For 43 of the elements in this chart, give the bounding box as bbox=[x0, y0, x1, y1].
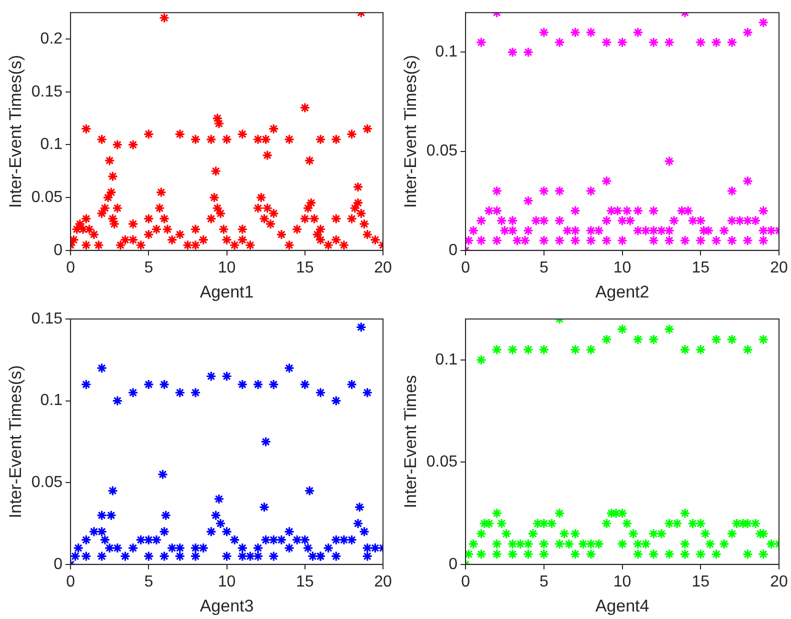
y-tick-label: 0 bbox=[448, 242, 458, 259]
y-tick-label: 0.1 bbox=[435, 44, 458, 61]
y-axis-title: Inter-Event Times(s) bbox=[6, 365, 25, 518]
x-tick-label: 10 bbox=[613, 573, 632, 590]
y-tick-label: 0.15 bbox=[31, 310, 63, 328]
y-axis-title: Inter-Event Times(s) bbox=[400, 54, 420, 208]
y-tick-label: 0 bbox=[448, 556, 458, 573]
x-tick-label: 15 bbox=[296, 259, 314, 276]
y-tick-label: 0.05 bbox=[426, 142, 458, 160]
x-tick-label: 5 bbox=[539, 573, 548, 590]
x-tick-label: 0 bbox=[461, 259, 470, 276]
x-tick-label: 0 bbox=[66, 573, 76, 590]
x-tick-label: 15 bbox=[296, 573, 314, 590]
y-tick-label: 0.1 bbox=[40, 136, 63, 154]
y-tick-label: 0.05 bbox=[31, 474, 63, 492]
x-tick-label: 10 bbox=[613, 259, 632, 276]
y-tick-label: 0 bbox=[54, 242, 63, 259]
x-tick-label: 10 bbox=[218, 573, 236, 590]
x-tick-label: 20 bbox=[374, 259, 392, 276]
x-tick-label: 20 bbox=[770, 259, 788, 276]
y-tick-label: 0.2 bbox=[40, 30, 63, 48]
x-tick-label: 0 bbox=[461, 573, 470, 590]
x-tick-label: 5 bbox=[539, 259, 548, 276]
y-tick-label: 0.05 bbox=[426, 454, 458, 471]
x-axis-title: Agent1 bbox=[200, 282, 254, 302]
x-tick-label: 20 bbox=[770, 573, 788, 590]
y-axis-title: Inter-Event Times(s) bbox=[6, 54, 25, 208]
x-tick-label: 15 bbox=[692, 259, 710, 276]
y-axis-title: Inter-Event Times bbox=[400, 375, 420, 508]
y-tick-label: 0 bbox=[54, 556, 63, 573]
x-tick-label: 15 bbox=[692, 573, 710, 590]
y-tick-label: 0.1 bbox=[40, 392, 63, 410]
x-tick-label: 5 bbox=[144, 259, 154, 276]
y-tick-label: 0.05 bbox=[31, 188, 63, 206]
y-tick-label: 0.1 bbox=[435, 351, 458, 368]
x-tick-label: 0 bbox=[66, 259, 76, 276]
x-tick-label: 5 bbox=[144, 573, 154, 590]
x-tick-label: 10 bbox=[218, 259, 236, 276]
x-tick-label: 20 bbox=[374, 573, 392, 590]
y-tick-label: 0.15 bbox=[31, 83, 63, 100]
x-axis-title: Agent4 bbox=[595, 596, 650, 616]
x-axis-title: Agent3 bbox=[200, 596, 254, 616]
x-axis-title: Agent2 bbox=[595, 282, 650, 302]
